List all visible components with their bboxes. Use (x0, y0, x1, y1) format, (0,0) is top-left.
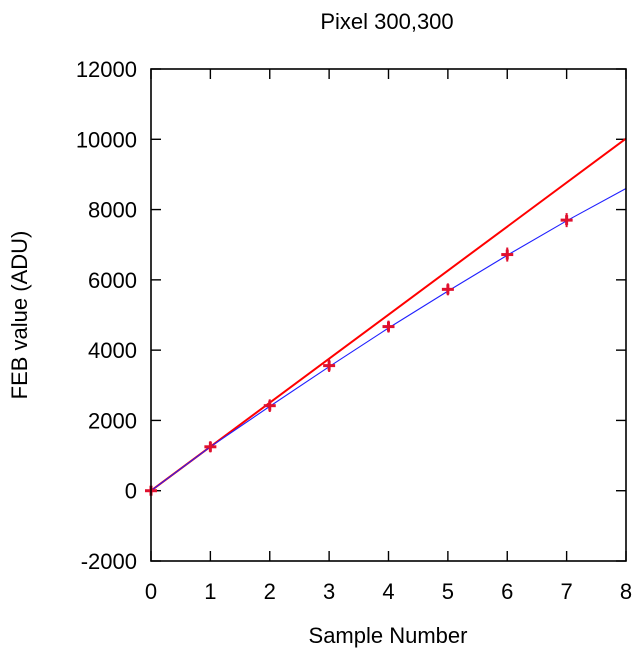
x-tick-label: 2 (264, 579, 276, 604)
y-tick-label: 12000 (76, 57, 137, 82)
x-tick-label: 4 (382, 579, 394, 604)
red-fit-line (150, 137, 627, 492)
data-point (204, 441, 217, 453)
x-axis-title: Sample Number (309, 623, 468, 648)
data-point (501, 247, 514, 262)
y-tick-label: 6000 (88, 268, 137, 293)
data-point (441, 283, 454, 296)
y-axis-ticks: -2000 0 2000 4000 6000 8000 10000 12000 (76, 57, 626, 574)
data-point (560, 213, 573, 228)
y-tick-label: 4000 (88, 338, 137, 363)
data-point (382, 320, 395, 333)
data-point (323, 359, 336, 372)
y-tick-label: 10000 (76, 127, 137, 152)
data-point (263, 399, 276, 412)
x-axis-ticks: 0 1 2 3 4 5 6 7 8 (145, 69, 632, 604)
plot-frame (150, 68, 627, 562)
x-tick-label: 1 (204, 579, 216, 604)
y-tick-label: 0 (125, 479, 137, 504)
x-tick-label: 5 (442, 579, 454, 604)
y-tick-label: 8000 (88, 198, 137, 223)
chart-title: Pixel 300,300 (320, 9, 453, 34)
x-tick-label: 7 (561, 579, 573, 604)
x-tick-label: 6 (501, 579, 513, 604)
x-tick-label: 3 (323, 579, 335, 604)
y-tick-label: -2000 (81, 549, 137, 574)
x-tick-label: 0 (145, 579, 157, 604)
y-axis-title: FEB value (ADU) (7, 231, 32, 400)
y-tick-label: 2000 (88, 408, 137, 433)
x-tick-label: 8 (620, 579, 632, 604)
